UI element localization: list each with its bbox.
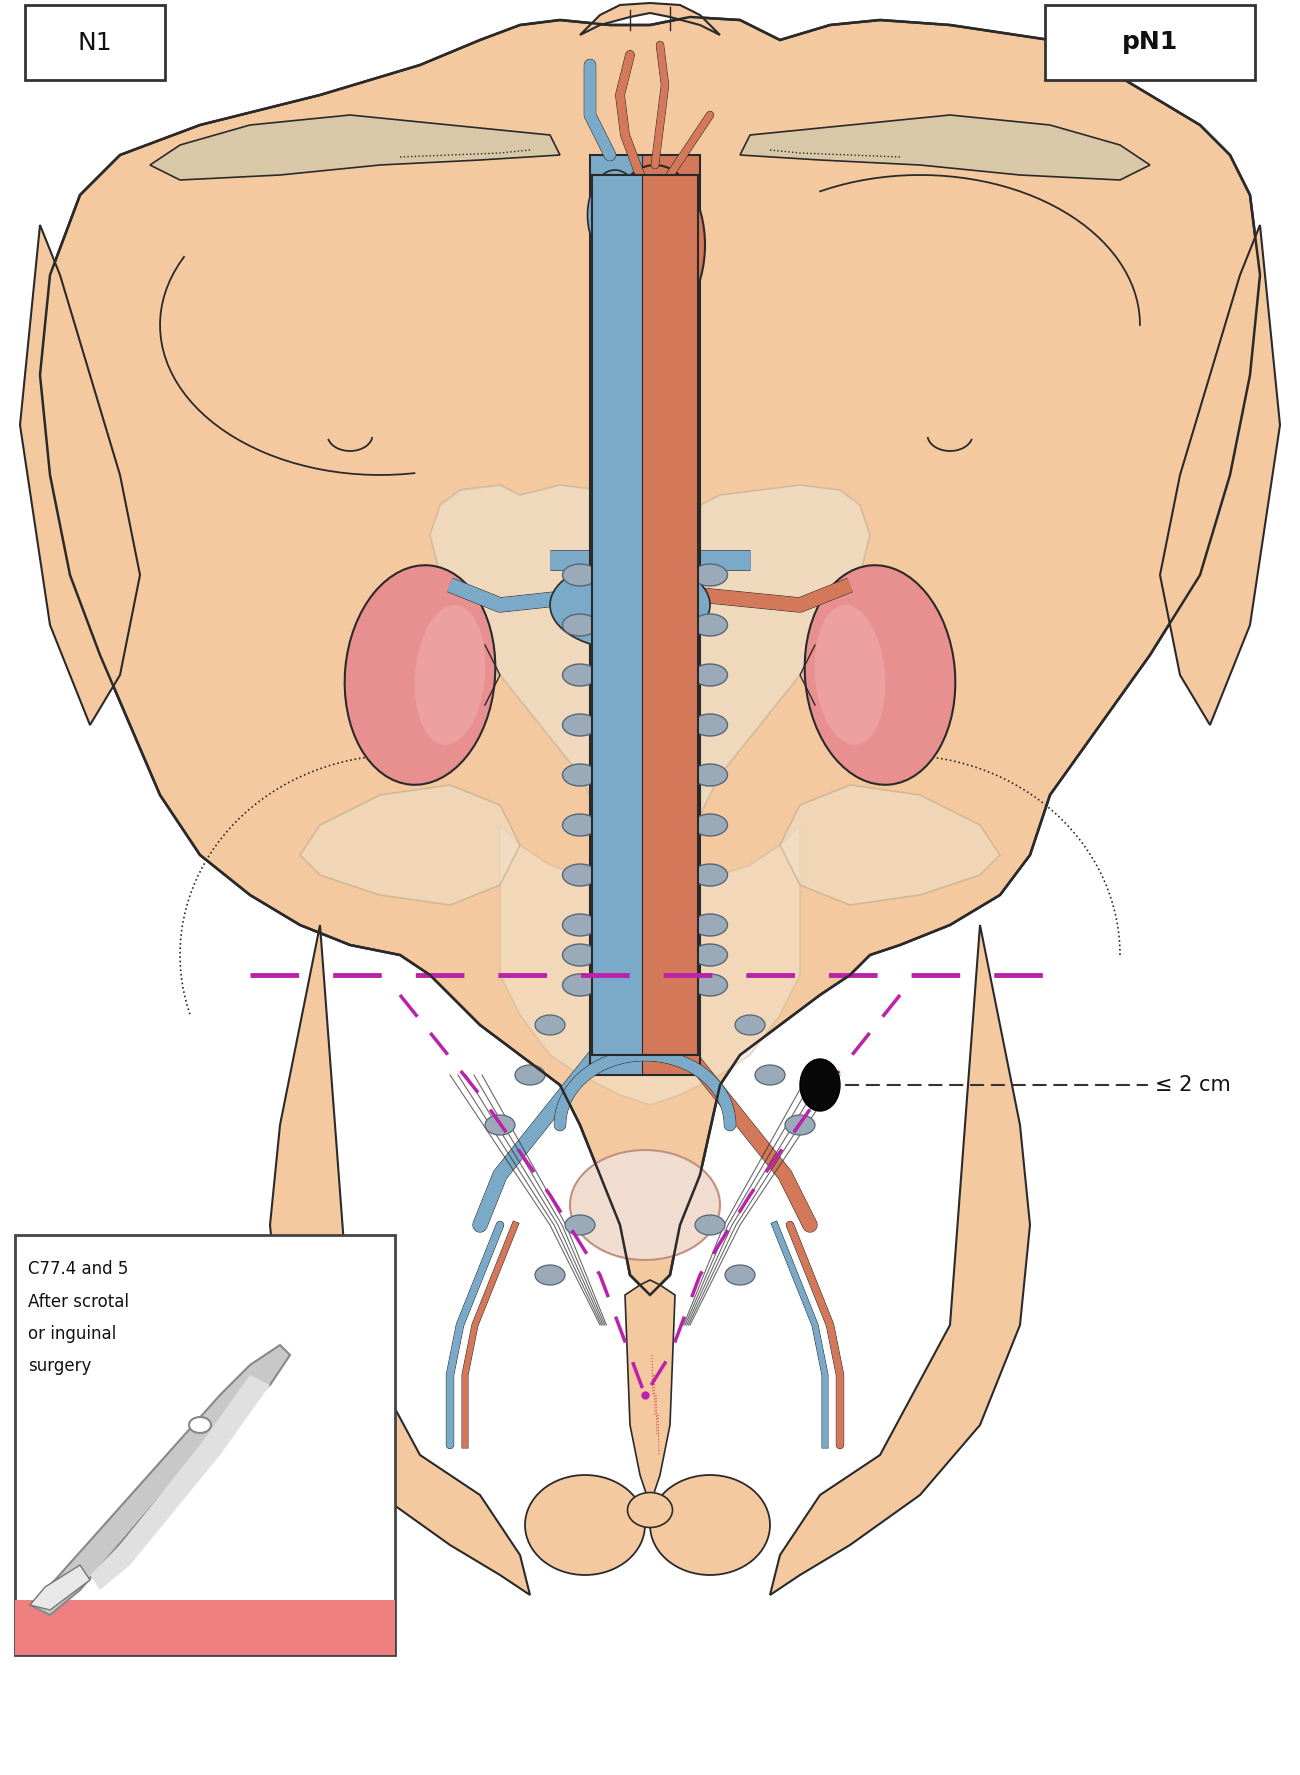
Bar — [590, 154, 642, 1076]
Ellipse shape — [550, 559, 710, 650]
Ellipse shape — [693, 815, 728, 836]
Polygon shape — [500, 825, 800, 1106]
Bar — [590, 154, 699, 1076]
Ellipse shape — [615, 564, 645, 586]
Polygon shape — [30, 1566, 90, 1610]
Ellipse shape — [755, 1065, 785, 1085]
Ellipse shape — [525, 1475, 645, 1574]
Ellipse shape — [563, 944, 598, 966]
Text: surgery: surgery — [29, 1358, 91, 1376]
Polygon shape — [90, 1376, 270, 1590]
Ellipse shape — [588, 170, 642, 259]
Ellipse shape — [604, 165, 705, 325]
Ellipse shape — [696, 1216, 725, 1235]
Ellipse shape — [566, 1216, 595, 1235]
Bar — [592, 176, 642, 1054]
Ellipse shape — [650, 1475, 770, 1574]
Ellipse shape — [693, 714, 728, 737]
Ellipse shape — [785, 1115, 815, 1134]
Ellipse shape — [563, 614, 598, 635]
Ellipse shape — [485, 1115, 515, 1134]
Bar — [592, 176, 698, 1054]
Polygon shape — [1160, 225, 1280, 724]
Ellipse shape — [536, 1015, 566, 1035]
Ellipse shape — [415, 605, 485, 746]
Text: N1: N1 — [78, 30, 112, 55]
Text: ≤ 2 cm: ≤ 2 cm — [1154, 1076, 1231, 1095]
Ellipse shape — [188, 1416, 211, 1432]
Polygon shape — [150, 115, 560, 179]
Text: After scrotal: After scrotal — [29, 1292, 129, 1312]
Bar — [592, 176, 698, 1054]
Ellipse shape — [536, 1266, 566, 1285]
Polygon shape — [20, 225, 140, 724]
Polygon shape — [40, 18, 1260, 1296]
Ellipse shape — [693, 614, 728, 635]
Ellipse shape — [563, 914, 598, 935]
Text: pN1: pN1 — [1122, 30, 1178, 55]
Polygon shape — [30, 1345, 290, 1615]
Ellipse shape — [563, 763, 598, 786]
Ellipse shape — [693, 914, 728, 935]
Ellipse shape — [800, 1060, 840, 1111]
Bar — [16, 1235, 395, 1654]
Text: or inguinal: or inguinal — [29, 1324, 116, 1344]
Ellipse shape — [563, 974, 598, 996]
Ellipse shape — [693, 944, 728, 966]
Polygon shape — [740, 115, 1150, 179]
Ellipse shape — [628, 1493, 672, 1528]
Ellipse shape — [563, 664, 598, 685]
Ellipse shape — [693, 974, 728, 996]
Ellipse shape — [693, 864, 728, 886]
Ellipse shape — [515, 1065, 545, 1085]
Ellipse shape — [563, 714, 598, 737]
Ellipse shape — [645, 564, 675, 586]
Ellipse shape — [563, 564, 598, 586]
Polygon shape — [780, 785, 1000, 905]
Polygon shape — [270, 925, 530, 1596]
Bar — [16, 1599, 395, 1654]
Text: C77.4 and 5: C77.4 and 5 — [29, 1260, 129, 1278]
FancyBboxPatch shape — [1045, 5, 1254, 80]
Bar — [590, 154, 699, 1076]
Ellipse shape — [569, 1150, 720, 1260]
Polygon shape — [625, 1280, 675, 1505]
Ellipse shape — [693, 763, 728, 786]
Polygon shape — [580, 4, 720, 36]
Ellipse shape — [563, 815, 598, 836]
Ellipse shape — [805, 564, 956, 785]
Ellipse shape — [344, 564, 495, 785]
Ellipse shape — [563, 864, 598, 886]
FancyBboxPatch shape — [25, 5, 165, 80]
Polygon shape — [300, 785, 520, 905]
Ellipse shape — [734, 1015, 764, 1035]
Ellipse shape — [693, 564, 728, 586]
Ellipse shape — [693, 664, 728, 685]
Ellipse shape — [815, 605, 885, 746]
Ellipse shape — [725, 1266, 755, 1285]
Polygon shape — [430, 485, 870, 825]
Polygon shape — [770, 925, 1030, 1596]
